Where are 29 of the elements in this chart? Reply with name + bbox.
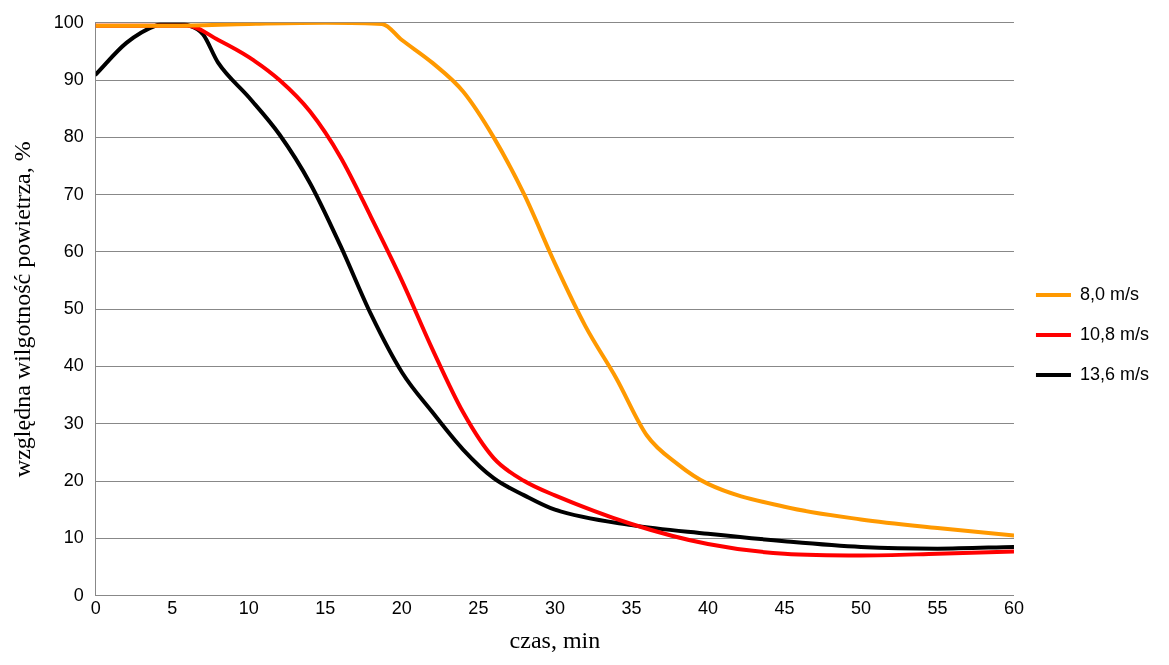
- legend-label: 13,6 m/s: [1079, 363, 1149, 384]
- x-tick-label: 5: [167, 598, 178, 619]
- y-tick-label: 10: [63, 527, 84, 548]
- x-tick-label: 45: [774, 598, 795, 619]
- y-tick-label: 0: [73, 584, 84, 605]
- y-tick-label: 80: [63, 126, 84, 147]
- y-axis-title: względna wilgotność powietrza, %: [8, 141, 35, 478]
- x-tick-label: 25: [468, 598, 489, 619]
- legend-label: 10,8 m/s: [1079, 323, 1149, 344]
- x-tick-label: 60: [1003, 598, 1024, 619]
- x-tick-label: 15: [315, 598, 336, 619]
- y-tick-label: 30: [63, 412, 84, 433]
- x-tick-label: 40: [697, 598, 718, 619]
- legend-label: 8,0 m/s: [1079, 283, 1139, 304]
- y-tick-label: 100: [53, 11, 84, 32]
- y-tick-label: 90: [63, 69, 84, 90]
- x-tick-label: 35: [621, 598, 642, 619]
- y-tick-label: 40: [63, 355, 84, 376]
- y-tick-label: 50: [63, 298, 84, 319]
- x-tick-label: 30: [544, 598, 565, 619]
- y-tick-label: 20: [63, 470, 84, 491]
- x-tick-label: 50: [850, 598, 871, 619]
- x-tick-label: 55: [927, 598, 948, 619]
- x-tick-label: 0: [90, 598, 101, 619]
- y-tick-label: 60: [63, 240, 84, 261]
- x-tick-label: 20: [391, 598, 412, 619]
- y-tick-label: 70: [63, 183, 84, 204]
- x-axis-title: czas, min: [509, 626, 601, 653]
- x-tick-label: 10: [238, 598, 259, 619]
